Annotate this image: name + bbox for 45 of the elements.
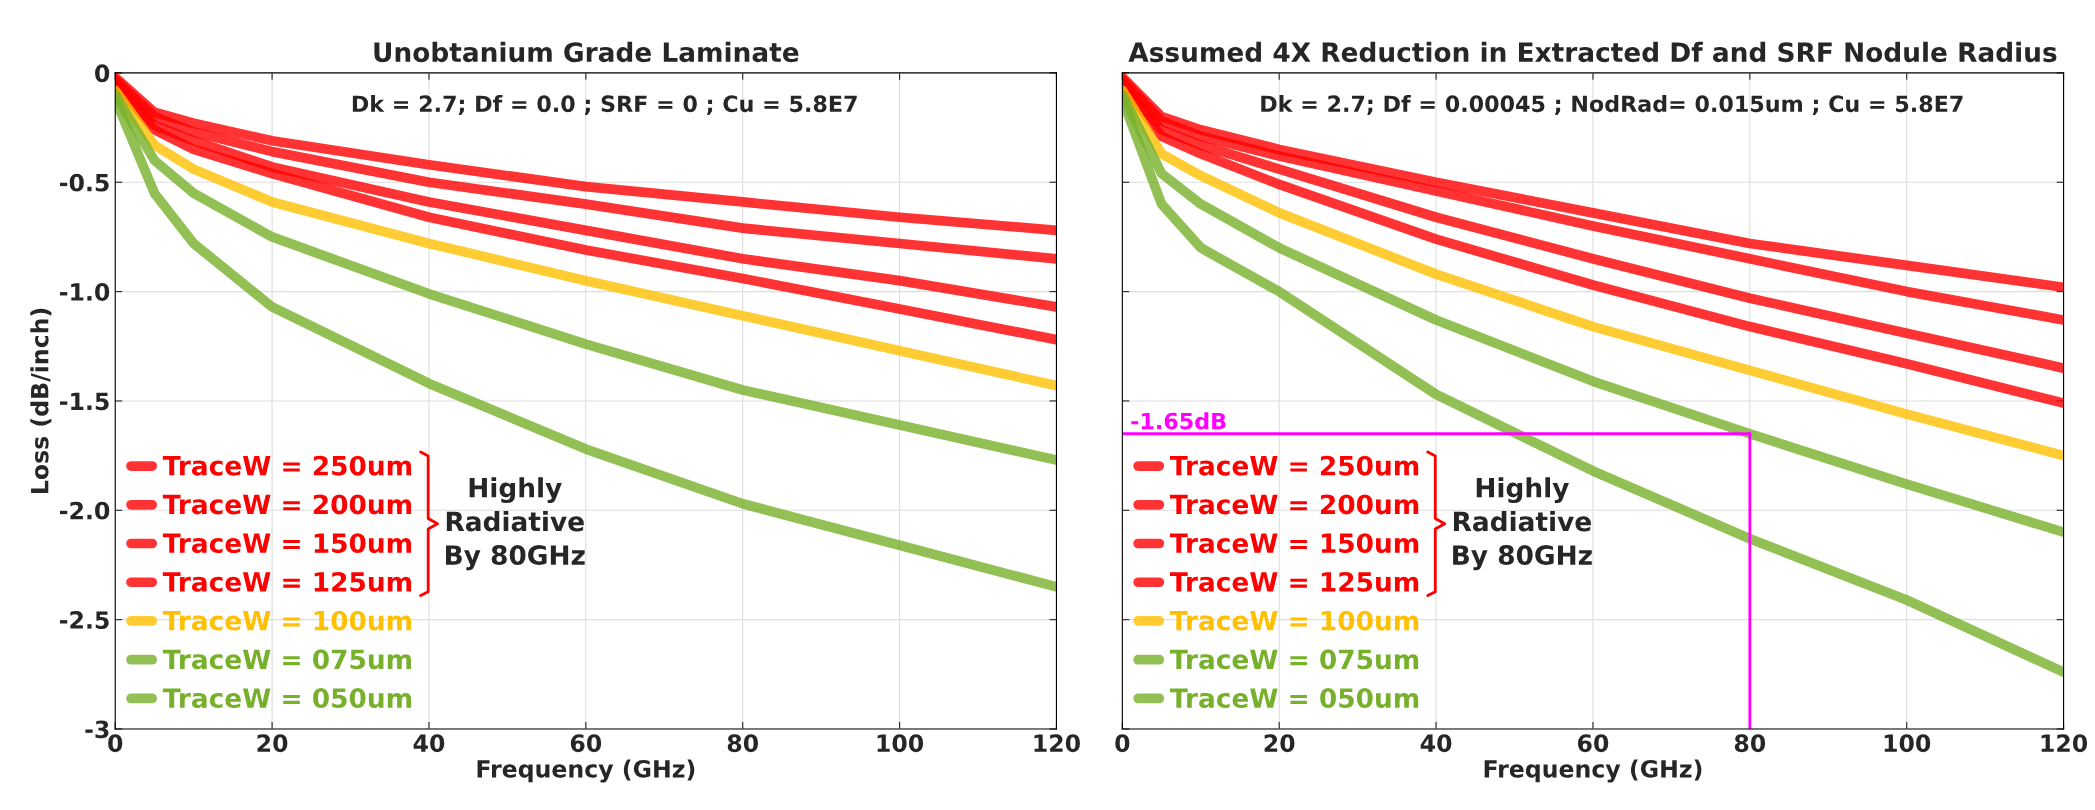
chart-title: Assumed 4X Reduction in Extracted Df and SRF Nodule Radius (1128, 41, 2057, 63)
y-tick-label: 0 (95, 64, 110, 83)
y-tick-label: -2.5 (60, 611, 109, 629)
x-tick-label: 20 (1264, 734, 1295, 753)
legend-label: TraceW = 250um (1169, 455, 1419, 476)
annotation: Highly Radiative By 80GHz (1453, 477, 1592, 571)
x-tick-label: 120 (1034, 734, 1080, 753)
x-tick-label: 100 (877, 734, 924, 753)
legend-label: TraceW = 075um (162, 649, 412, 670)
x-tick-label: 80 (1734, 734, 1766, 753)
ref-line-label: -1.65dB (1131, 412, 1226, 430)
x-axis-title: Frequency (GHz) (477, 759, 695, 783)
legend-label: TraceW = 050um (1169, 688, 1419, 709)
x-tick-label: 60 (1578, 734, 1609, 753)
legend-label: TraceW = 050um (162, 688, 412, 709)
x-tick-label: 100 (1884, 734, 1931, 753)
y-tick-label: -2.0 (60, 501, 110, 520)
legend-label: TraceW = 200um (162, 494, 412, 515)
x-tick-label: 80 (727, 734, 759, 753)
x-tick-label: 40 (413, 734, 445, 753)
annotation: Highly Radiative By 80GHz (446, 477, 585, 571)
legend-label: TraceW = 125um (162, 571, 412, 592)
chart-title: Unobtanium Grade Laminate (374, 41, 799, 63)
legend-label: TraceW = 150um (162, 533, 412, 554)
x-tick-label: 40 (1420, 734, 1452, 753)
text: Dk = 2.7; Df = 0.00045 ; NodRad= 0.015um ; Cu = 5.8E7 (1261, 94, 1963, 115)
legend-label: TraceW = 100um (1169, 610, 1419, 631)
x-axis-title: Frequency (GHz) (1484, 759, 1702, 783)
y-axis-title: Loss (dB/inch) (30, 308, 52, 493)
x-tick-label: 60 (570, 734, 602, 753)
x-tick-label: 20 (257, 734, 288, 753)
legend-label: TraceW = 200um (1169, 494, 1419, 515)
y-tick-label: -1.5 (60, 392, 109, 411)
text: Dk = 2.7; Df = 0.0 ; SRF = 0 ; Cu = 5.8E7 (352, 94, 857, 115)
x-tick-label: 120 (2041, 734, 2088, 753)
legend-label: TraceW = 125um (1169, 571, 1419, 592)
y-tick-label: -0.5 (60, 173, 109, 192)
x-tick-label: 0 (108, 734, 123, 753)
legend-label: TraceW = 100um (162, 610, 412, 631)
y-tick-label: -3 (85, 720, 109, 739)
x-tick-label: 0 (1115, 734, 1130, 753)
y-tick-label: -1.0 (60, 283, 110, 301)
legend-label: TraceW = 250um (162, 455, 412, 476)
legend-label: TraceW = 075um (1169, 649, 1419, 670)
legend-label: TraceW = 150um (1169, 533, 1419, 554)
